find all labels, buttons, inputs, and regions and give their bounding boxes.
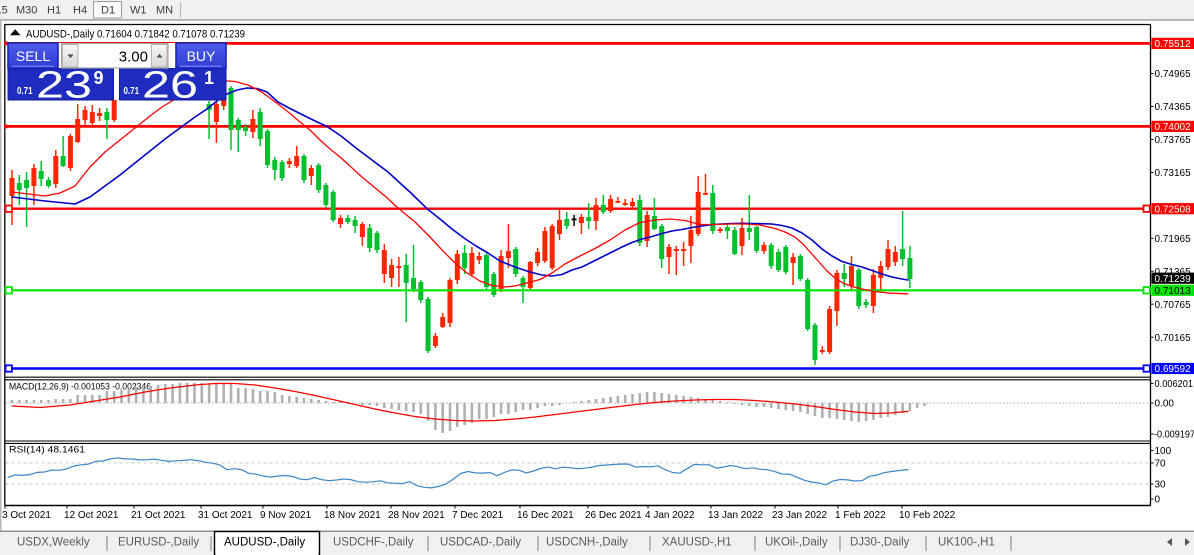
svg-text:H1: H1 [47, 5, 61, 17]
svg-text:USDCAD-,Daily: USDCAD-,Daily [440, 537, 521, 549]
svg-text:16 Dec 2021: 16 Dec 2021 [517, 510, 574, 521]
svg-text:AUDUSD-,Daily: AUDUSD-,Daily [224, 537, 305, 549]
svg-text:13 Jan 2022: 13 Jan 2022 [708, 510, 763, 521]
svg-text:USDCHF-,Daily: USDCHF-,Daily [333, 537, 414, 549]
svg-text:MN: MN [156, 5, 173, 17]
svg-text:0.74002: 0.74002 [1155, 122, 1192, 133]
svg-text:0.74365: 0.74365 [1155, 102, 1192, 113]
svg-text:0.73165: 0.73165 [1155, 168, 1192, 179]
svg-text:26: 26 [142, 65, 198, 107]
svg-text:AUDUSD-,Daily 0.71604 0.71842: AUDUSD-,Daily 0.71604 0.71842 0.71078 0.… [26, 29, 245, 41]
svg-text:0.71365: 0.71365 [1155, 267, 1192, 278]
svg-text:18 Nov 2021: 18 Nov 2021 [324, 510, 381, 521]
svg-text:23 Jan 2022: 23 Jan 2022 [772, 510, 827, 521]
svg-text:3.00: 3.00 [119, 49, 148, 66]
svg-text:7 Dec 2021: 7 Dec 2021 [452, 510, 504, 521]
svg-text:0.71: 0.71 [17, 85, 33, 97]
svg-text:0: 0 [1155, 495, 1161, 506]
svg-text:26 Dec 2021: 26 Dec 2021 [585, 510, 642, 521]
svg-text:21 Oct 2021: 21 Oct 2021 [131, 510, 186, 521]
svg-text:D1: D1 [101, 5, 115, 17]
svg-text:0.006201: 0.006201 [1155, 379, 1194, 390]
svg-text:1: 1 [204, 68, 214, 88]
svg-text:12 Oct 2021: 12 Oct 2021 [64, 510, 119, 521]
svg-text:-0.009197: -0.009197 [1154, 430, 1194, 441]
svg-text:9 Nov 2021: 9 Nov 2021 [260, 510, 312, 521]
svg-text:MACD(12,26,9) -0.001053 -0.002: MACD(12,26,9) -0.001053 -0.002346 [9, 382, 151, 393]
svg-text:0.72508: 0.72508 [1155, 204, 1192, 215]
svg-text:W1: W1 [130, 5, 147, 17]
svg-text:0.71: 0.71 [124, 85, 140, 97]
svg-text:0.70165: 0.70165 [1155, 333, 1192, 344]
svg-text:H4: H4 [73, 5, 87, 17]
svg-text:UKOil-,Daily: UKOil-,Daily [765, 537, 828, 549]
svg-text:31 Oct 2021: 31 Oct 2021 [198, 510, 253, 521]
svg-text:EURUSD-,Daily: EURUSD-,Daily [118, 537, 199, 549]
svg-text:70: 70 [1155, 459, 1167, 470]
svg-text:UK100-,H1: UK100-,H1 [938, 537, 995, 549]
svg-text:DJ30-,Daily: DJ30-,Daily [850, 537, 910, 549]
svg-text:4 Jan 2022: 4 Jan 2022 [645, 510, 695, 521]
svg-text:0.69592: 0.69592 [1155, 364, 1192, 375]
svg-text:10 Feb 2022: 10 Feb 2022 [899, 510, 956, 521]
svg-text:28 Nov 2021: 28 Nov 2021 [388, 510, 445, 521]
svg-text:100: 100 [1155, 446, 1172, 457]
svg-text:9: 9 [94, 68, 104, 88]
svg-text:0.00: 0.00 [1155, 399, 1175, 410]
svg-text:0.71239: 0.71239 [1155, 274, 1192, 285]
svg-text:0.71013: 0.71013 [1155, 286, 1192, 297]
svg-text:M30: M30 [16, 5, 37, 17]
svg-text:0.74965: 0.74965 [1155, 69, 1192, 80]
svg-text:BUY: BUY [187, 48, 216, 64]
svg-text:0.70765: 0.70765 [1155, 300, 1192, 311]
svg-text:USDX,Weekly: USDX,Weekly [17, 537, 90, 549]
svg-text:RSI(14) 48.1461: RSI(14) 48.1461 [9, 445, 85, 456]
svg-text:0.71965: 0.71965 [1155, 234, 1192, 245]
svg-text:23: 23 [36, 65, 92, 107]
svg-text:SELL: SELL [16, 48, 50, 64]
svg-text:0.73765: 0.73765 [1155, 135, 1192, 146]
svg-text:30: 30 [1155, 480, 1167, 491]
svg-text:USDCNH-,Daily: USDCNH-,Daily [546, 537, 628, 549]
svg-text:XAUUSD-,H1: XAUUSD-,H1 [662, 537, 732, 549]
svg-text:15: 15 [0, 5, 8, 17]
svg-text:0.75512: 0.75512 [1155, 39, 1192, 50]
svg-text:1 Feb 2022: 1 Feb 2022 [835, 510, 886, 521]
svg-text:3 Oct 2021: 3 Oct 2021 [2, 510, 51, 521]
